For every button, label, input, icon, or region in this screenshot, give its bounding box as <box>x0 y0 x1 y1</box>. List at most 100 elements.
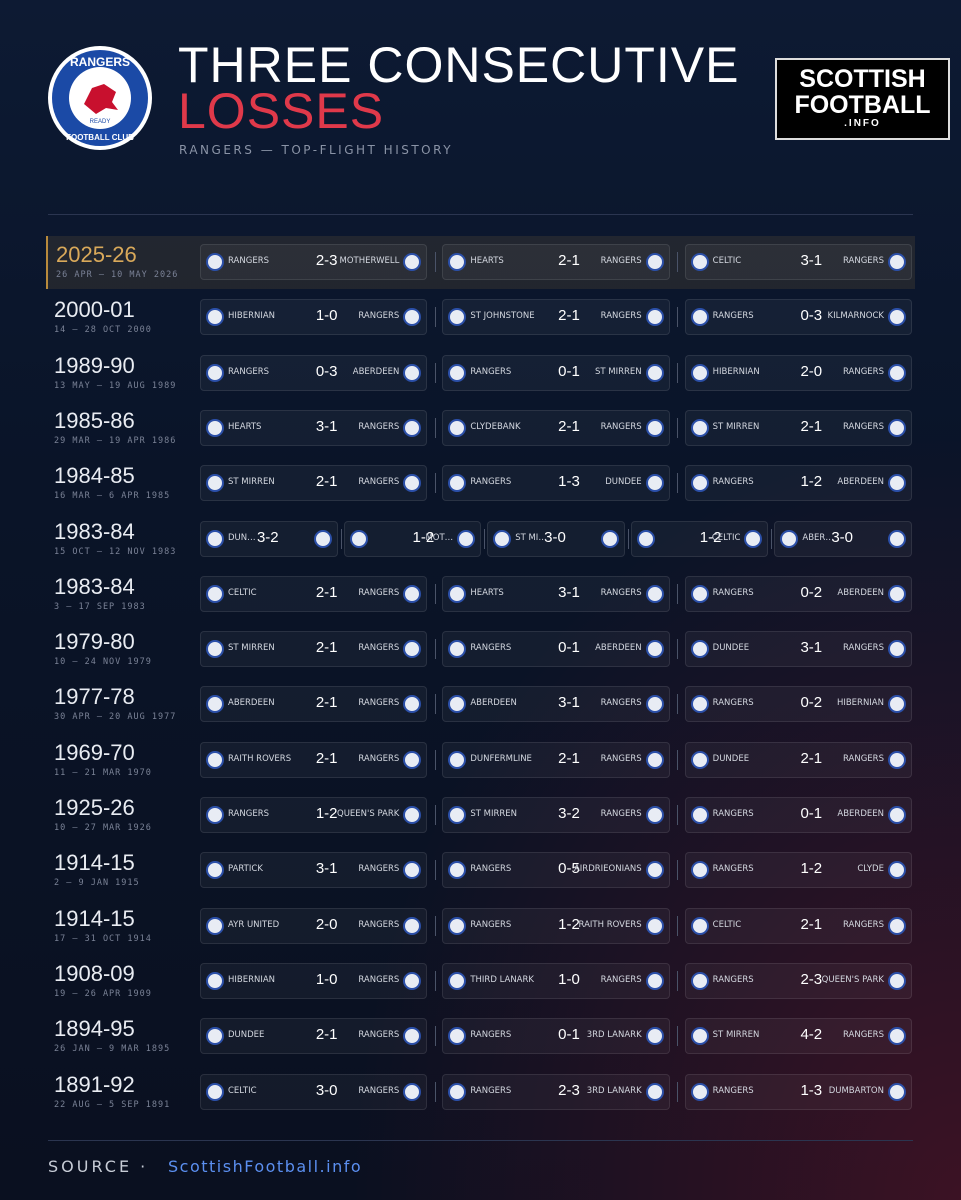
away-team: RANGERS <box>358 919 400 930</box>
team-crest <box>645 971 664 990</box>
team-crest <box>690 308 709 327</box>
team-crest <box>206 916 224 935</box>
season: 1989-90 <box>54 352 135 378</box>
score: 2-0 <box>315 915 338 933</box>
team-crest <box>206 1027 224 1046</box>
season: 1969-70 <box>54 739 135 765</box>
season: 1983-84 <box>54 573 135 599</box>
away-team: RANGERS <box>600 256 642 266</box>
home-team: RANGERS <box>228 366 269 377</box>
score: 3-1 <box>315 860 338 878</box>
away-team: RANGERS <box>600 698 642 709</box>
away-team: QUEEN'S PARK <box>337 809 400 819</box>
score: 2-1 <box>800 915 823 933</box>
match-card: 3-2 DUN… <box>200 520 338 557</box>
score: 1-2 <box>800 860 823 878</box>
team-crest <box>403 750 422 769</box>
divider <box>48 1140 913 1141</box>
away-team: MOT… <box>425 532 454 543</box>
home-team: CELTIC <box>228 587 257 598</box>
season: 1984-85 <box>54 463 135 489</box>
team-crest <box>448 363 467 382</box>
brand-logo: SCOTTISH FOOTBALL .INFO <box>775 58 950 140</box>
home-team: DUN… <box>228 532 256 543</box>
team-crest <box>887 640 906 659</box>
team-crest <box>403 253 422 271</box>
home-team: RANGERS <box>712 1085 754 1096</box>
team-crest <box>645 916 664 935</box>
home-team: RANGERS <box>712 311 754 322</box>
home-team: CELTIC <box>712 256 742 266</box>
away-team: ABERDEEN <box>595 643 642 654</box>
score: 3-1 <box>558 694 580 712</box>
away-team: RANGERS <box>842 256 884 266</box>
match-card: 1-0 THIRD LANARK RANGERS <box>442 962 670 999</box>
separator <box>627 528 629 549</box>
team-crest <box>403 584 422 603</box>
team-crest <box>690 640 709 659</box>
season: 1925-26 <box>54 795 135 820</box>
home-team: DUNFERMLINE <box>470 753 532 764</box>
team-crest <box>690 971 709 990</box>
score: 2-1 <box>315 639 338 657</box>
score: 2-1 <box>800 749 823 767</box>
season: 1977-78 <box>54 684 135 710</box>
score: 2-1 <box>558 417 580 435</box>
team-crest <box>403 695 422 714</box>
team-crest <box>448 253 467 271</box>
title: THREE CONSECUTIVE <box>178 37 740 93</box>
date-range: 2 — 9 JAN 1915 <box>54 878 140 889</box>
team-crest <box>206 750 224 769</box>
score: 1-0 <box>558 970 580 988</box>
match-card: 2-1 DUNFERMLINE RANGERS <box>442 741 670 778</box>
team-crest <box>206 363 224 382</box>
score: 3-1 <box>800 252 823 269</box>
score: 2-1 <box>558 252 580 269</box>
home-team: RANGERS <box>470 643 512 654</box>
home-team: ST MIRREN <box>712 1030 760 1041</box>
season: 1985-86 <box>54 407 135 433</box>
away-team: 3RD LANARK <box>586 1085 642 1096</box>
home-team: HEARTS <box>470 256 504 266</box>
season-row: 1983-84 15 OCT — 12 NOV 1983 3-2 DUN… 1-2 MOT… <box>46 513 913 566</box>
away-team: RANGERS <box>842 421 884 432</box>
score: 3-2 <box>558 805 580 822</box>
season: 1914-15 <box>54 905 135 931</box>
separator <box>677 694 679 715</box>
score: 2-3 <box>558 1081 580 1099</box>
source-link[interactable]: ScottishFootball.info <box>168 1157 363 1176</box>
home-team: DUNDEE <box>228 1030 265 1041</box>
home-team: DUNDEE <box>712 753 750 764</box>
score: 2-1 <box>315 473 338 491</box>
date-range: 17 — 31 OCT 1914 <box>54 933 152 944</box>
season-row: 1894-95 26 JAN — 9 MAR 1895 2-1 DUNDEE RANGE… <box>46 1010 913 1063</box>
home-team: HEARTS <box>470 587 504 598</box>
team-crest <box>887 971 906 990</box>
brand-text: FOOTBALL <box>794 91 931 119</box>
away-team: RANGERS <box>600 809 642 819</box>
team-crest <box>887 253 906 271</box>
team-crest <box>448 806 467 824</box>
home-team: RANGERS <box>712 477 754 488</box>
match-card: 3-0 CELTIC RANGERS <box>200 1073 428 1110</box>
divider <box>48 214 913 215</box>
match-card: 1-2 CELTIC <box>630 520 769 557</box>
separator <box>434 694 436 715</box>
team-crest <box>206 418 224 437</box>
home-team: ST JOHNSTONE <box>470 311 535 322</box>
match-card: 2-1 RAITH ROVERS RANGERS <box>200 741 428 778</box>
season: 1908-09 <box>54 960 135 986</box>
team-crest <box>448 1027 467 1046</box>
date-range: 30 APR — 20 AUG 1977 <box>54 712 177 723</box>
team-crest <box>887 806 906 824</box>
separator <box>677 473 679 494</box>
away-team: RANGERS <box>600 974 642 985</box>
match-card: 2-1 HEARTS RANGERS <box>442 244 670 280</box>
match-card: 0-3 RANGERS ABERDEEN <box>200 354 428 391</box>
team-crest <box>448 308 467 327</box>
team-crest <box>645 584 664 603</box>
team-crest <box>403 640 422 659</box>
score: 2-3 <box>315 252 338 269</box>
home-team: ABERDEEN <box>470 698 517 709</box>
score: 3-1 <box>800 639 823 657</box>
